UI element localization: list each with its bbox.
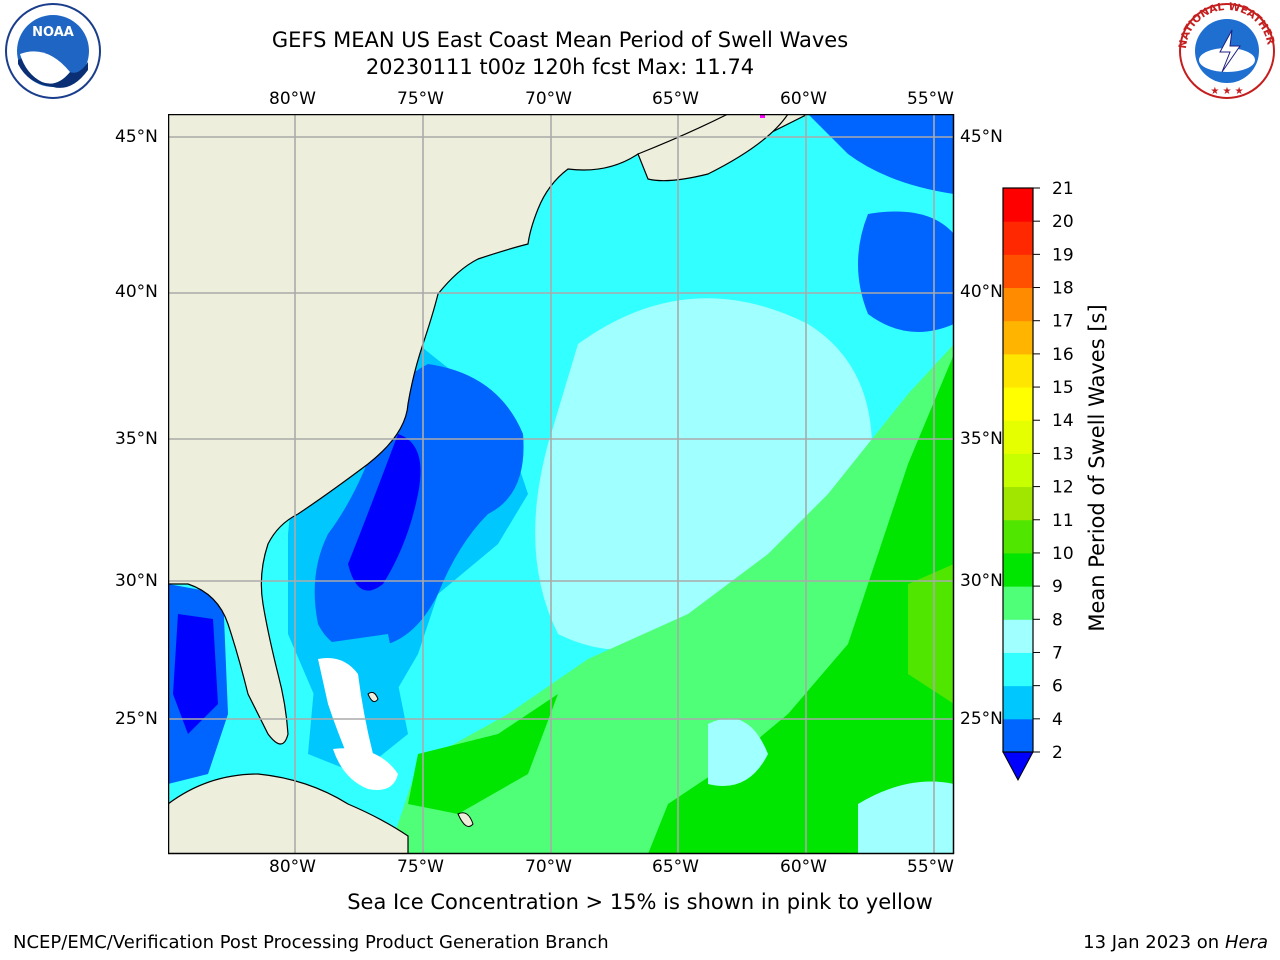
colorbar-block [1003, 188, 1033, 222]
field-2-4s-n [808, 114, 954, 194]
field-10-11s [648, 354, 954, 854]
colorbar-label: Mean Period of Swell Waves [s] [1085, 304, 1109, 632]
lat-label-left: 40°N [115, 282, 158, 302]
colorbar-tick-label: 21 [1052, 180, 1074, 199]
land-north-america [168, 114, 729, 745]
lat-label-right: 25°N [960, 709, 1003, 729]
footer-date-text: 13 Jan 2023 on [1083, 932, 1225, 953]
lon-label-top: 55°W [907, 89, 954, 109]
lat-label-left: 30°N [115, 571, 158, 591]
footer-host: Hera [1224, 932, 1268, 953]
colorbar-tick-label: 9 [1052, 577, 1063, 597]
colorbar-block [1003, 519, 1033, 554]
lon-label-top: 75°W [397, 89, 444, 109]
colorbar-tick-label: 20 [1052, 212, 1074, 232]
map-plot [168, 114, 955, 855]
colorbar-block [1003, 552, 1033, 587]
field-10-11s-west [408, 694, 558, 814]
footer-branch: NCEP/EMC/Verification Post Processing Pr… [13, 932, 609, 953]
land-hispaniola [457, 812, 474, 827]
colorbar-tick-label: 4 [1052, 710, 1063, 730]
colorbar-tick-label: 10 [1052, 544, 1074, 564]
colorbar-block [1003, 586, 1033, 620]
colorbar-block [1003, 254, 1033, 289]
colorbar-tick-label: 11 [1052, 511, 1074, 531]
bahamas-no-data-south [333, 748, 398, 790]
lon-label-bottom: 80°W [269, 857, 316, 877]
colorbar-tick-label: 19 [1052, 245, 1074, 265]
field-11-12s [908, 564, 954, 704]
lon-label-top: 65°W [652, 89, 699, 109]
colorbar-block [1003, 619, 1033, 653]
svg-text:★ ★ ★: ★ ★ ★ [1210, 86, 1243, 97]
colorbar-tick-label: 8 [1052, 610, 1063, 630]
lat-label-right: 40°N [960, 282, 1003, 302]
colorbar-tick-label: 2 [1052, 743, 1063, 763]
colorbar-block [1003, 718, 1033, 753]
colorbar-block [1003, 420, 1033, 454]
colorbar-block [1003, 652, 1033, 687]
field-7-9s-patch [708, 718, 768, 786]
sea-ice-note: Sea Ice Concentration > 15% is shown in … [347, 890, 933, 914]
lon-label-bottom: 60°W [780, 857, 827, 877]
lat-label-right: 30°N [960, 571, 1003, 591]
colorbar: 2 4 6 7 8 9 10 11 12 13 14 15 16 17 18 19 20 21 [1002, 180, 1074, 782]
colorbar-block [1003, 387, 1033, 421]
noaa-logo-text: NOAA [32, 25, 74, 40]
lat-label-left: 45°N [115, 127, 158, 147]
lon-label-bottom: 65°W [652, 857, 699, 877]
colorbar-tick-label: 6 [1052, 677, 1063, 697]
lat-label-right: 45°N [960, 127, 1003, 147]
nws-logo: NATIONAL WEATHER SERVICE ★ ★ ★ [1176, 2, 1277, 99]
land-cuba [168, 773, 409, 854]
map-title: GEFS MEAN US East Coast Mean Period of S… [271, 28, 849, 52]
colorbar-tick-label: 14 [1052, 411, 1074, 431]
colorbar-block [1003, 685, 1033, 720]
colorbar-block [1003, 287, 1033, 322]
colorbar-block [1003, 486, 1033, 521]
lat-label-left: 35°N [115, 429, 158, 449]
land-bahamas-cays [367, 691, 379, 703]
noaa-logo: NOAA [5, 3, 101, 99]
colorbar-tick-label: 18 [1052, 279, 1074, 299]
lon-label-bottom: 55°W [907, 857, 954, 877]
footer-date: 13 Jan 2023 on Hera [1083, 932, 1268, 953]
colorbar-block [1003, 320, 1033, 355]
lat-label-left: 25°N [115, 709, 158, 729]
sea-ice-marker [760, 114, 765, 118]
lat-label-right: 35°N [960, 429, 1003, 449]
land-nova-scotia-peninsula [637, 114, 789, 182]
bahamas-no-data [318, 658, 374, 770]
colorbar-tick-label: 7 [1052, 643, 1063, 663]
colorbar-tick-label: 17 [1052, 312, 1074, 332]
field-2-4s-ne [858, 211, 954, 332]
map-subtitle: 20230111 t00z 120h fcst Max: 11.74 [365, 55, 755, 79]
colorbar-block [1003, 221, 1033, 255]
field-under-2s [348, 434, 421, 591]
colorbar-tick-label: 12 [1052, 478, 1074, 498]
colorbar-tick-label: 16 [1052, 345, 1074, 365]
lon-label-bottom: 75°W [397, 857, 444, 877]
lon-label-bottom: 70°W [525, 857, 572, 877]
colorbar-block [1003, 453, 1033, 488]
lon-label-top: 60°W [780, 89, 827, 109]
field-7-9s-patch-se [858, 781, 954, 854]
lon-label-top: 70°W [525, 89, 572, 109]
colorbar-block [1003, 353, 1033, 388]
lon-label-top: 80°W [269, 89, 316, 109]
colorbar-tick-label: 15 [1052, 378, 1074, 398]
graticule [168, 114, 954, 854]
field-under-2s-gulf [173, 614, 218, 734]
colorbar-under-arrow [1002, 751, 1034, 782]
colorbar-tick-label: 13 [1052, 444, 1074, 464]
